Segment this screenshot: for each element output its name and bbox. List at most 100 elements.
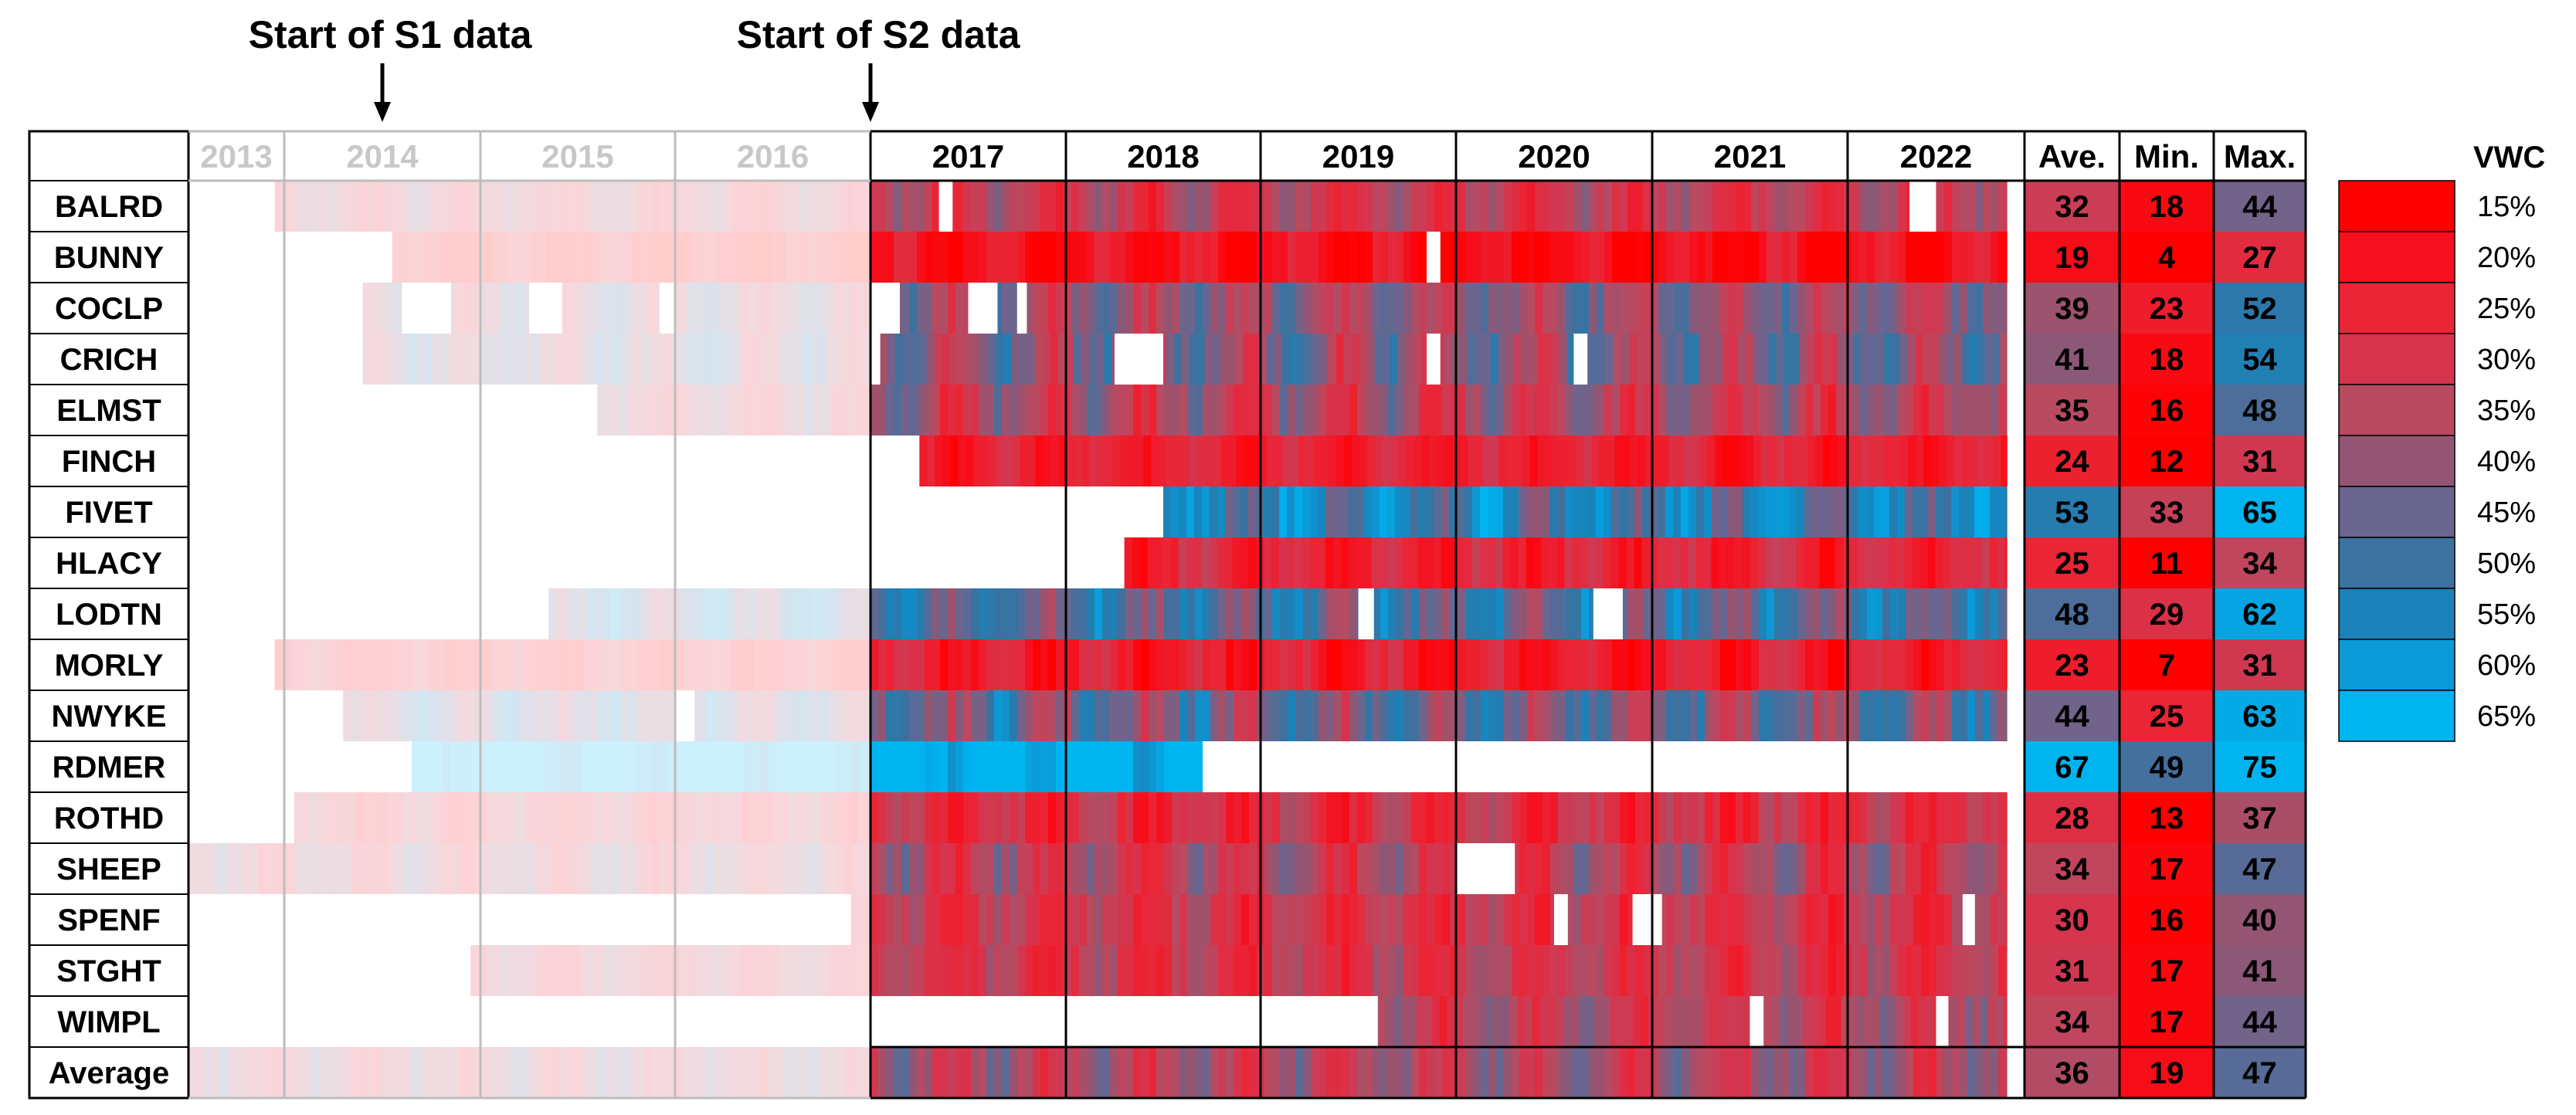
- heat-cell: [1846, 435, 1855, 486]
- heat-cell: [834, 588, 843, 639]
- heat-cell: [1782, 690, 1790, 741]
- heat-cell: [1058, 435, 1067, 486]
- heat-cell: [1898, 588, 1906, 639]
- heat-cell: [1797, 181, 1806, 232]
- heat-cell: [1444, 334, 1453, 385]
- heat-cell: [1591, 435, 1600, 486]
- heat-cell: [796, 588, 804, 639]
- heat-cell: [864, 283, 871, 334]
- heat-cell: [1640, 996, 1649, 1047]
- stat-cell-max: [2214, 588, 2306, 639]
- heat-cell: [1813, 792, 1821, 843]
- heat-cell: [1414, 435, 1422, 486]
- heat-cell: [1774, 385, 1783, 435]
- heat-cell: [1295, 385, 1304, 435]
- heat-cell: [841, 945, 850, 996]
- heat-cell: [1288, 588, 1296, 639]
- heat-cell: [460, 639, 469, 690]
- heat-cell: [1890, 945, 1899, 996]
- heat-cell: [266, 1047, 274, 1098]
- heat-cell: [1750, 537, 1759, 588]
- heat-cell: [1983, 690, 1991, 741]
- heat-cell: [1411, 232, 1420, 283]
- heat-cell: [424, 334, 433, 385]
- heat-cell: [1573, 283, 1582, 334]
- heat-cell: [590, 843, 599, 894]
- heat-cell: [1102, 232, 1111, 283]
- heat-cell: [1810, 996, 1819, 1047]
- heat-cell: [1581, 181, 1590, 232]
- heat-cell: [1859, 639, 1868, 690]
- heat-cell: [1767, 588, 1775, 639]
- heat-cell: [636, 690, 645, 741]
- grid-lines: [28, 130, 2026, 1100]
- heat-cell: [1828, 945, 1837, 996]
- heat-cell: [652, 1047, 660, 1098]
- heat-cell: [1666, 690, 1675, 741]
- heat-cell: [1444, 435, 1453, 486]
- heat-cell: [1813, 1047, 1821, 1098]
- heat-cell: [1709, 996, 1719, 1047]
- heat-cell: [1342, 792, 1350, 843]
- heat-cell: [1882, 792, 1891, 843]
- heat-cell: [1110, 181, 1118, 232]
- heat-cell: [1967, 1047, 1976, 1098]
- heat-cell: [1288, 283, 1296, 334]
- heat-cell: [1929, 894, 1937, 945]
- heat-cell: [1411, 690, 1420, 741]
- heat-cell: [1952, 843, 1960, 894]
- heat-cell: [687, 283, 696, 334]
- heat-cell: [979, 385, 987, 435]
- heat-cell: [871, 385, 879, 435]
- heat-cell: [2006, 385, 2008, 435]
- heat-cell: [1904, 537, 1913, 588]
- heat-cell: [1736, 639, 1744, 690]
- heat-cell: [1048, 639, 1057, 690]
- heat-cell: [1118, 639, 1126, 690]
- heat-cell: [917, 741, 925, 792]
- heat-cell: [1751, 843, 1760, 894]
- heat-cell: [528, 741, 536, 792]
- heat-cell: [452, 639, 461, 690]
- heat-cell: [1541, 537, 1550, 588]
- heat-cell: [1149, 894, 1157, 945]
- heat-cell: [1774, 232, 1783, 283]
- heat-cell: [979, 945, 987, 996]
- heat-cell: [1597, 181, 1605, 232]
- heat-cell: [1156, 792, 1165, 843]
- heat-cell: [1319, 792, 1327, 843]
- heat-cell: [1470, 996, 1479, 1047]
- heat-cell: [1442, 385, 1451, 435]
- heat-cell: [235, 1047, 243, 1098]
- stat-value-max: 31: [2242, 445, 2277, 479]
- heat-cell: [1720, 945, 1729, 996]
- heat-cell: [1133, 792, 1142, 843]
- legend-swatch-50: [2338, 537, 2456, 589]
- heat-cell: [1095, 385, 1103, 435]
- heat-cell: [1318, 486, 1326, 537]
- heat-cell: [1226, 1047, 1234, 1098]
- heat-cell: [1589, 1047, 1597, 1098]
- heat-cell: [599, 639, 608, 690]
- stat-cell-min: [2120, 232, 2214, 283]
- stat-cell-max: [2214, 283, 2306, 334]
- heat-cell: [1419, 181, 1427, 232]
- heat-cell: [955, 690, 964, 741]
- heat-cell: [559, 690, 568, 741]
- heat-cell: [1458, 283, 1466, 334]
- heat-cell: [852, 741, 860, 792]
- year-label-2021: 2021: [1714, 138, 1786, 175]
- heat-cell: [1728, 181, 1736, 232]
- heat-cell: [463, 334, 472, 385]
- heat-cell: [1944, 181, 1953, 232]
- heat-cell: [1133, 181, 1142, 232]
- heat-cell: [1589, 181, 1597, 232]
- heat-cell: [1859, 843, 1868, 894]
- heat-cell: [860, 843, 869, 894]
- heat-cell: [289, 1047, 297, 1098]
- heat-cell: [1736, 894, 1744, 945]
- heat-cell: [552, 1047, 560, 1098]
- heat-cell: [1682, 690, 1690, 741]
- heat-cell: [1442, 690, 1451, 741]
- heat-cell: [1095, 181, 1103, 232]
